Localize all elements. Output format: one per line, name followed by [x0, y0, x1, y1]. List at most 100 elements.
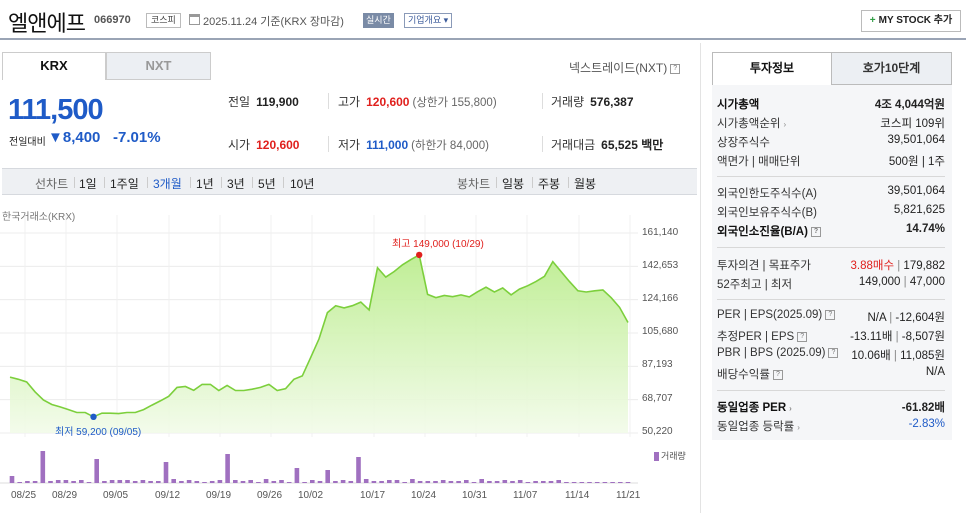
row-label: 동일업종 PER ›: [717, 399, 792, 415]
help-icon[interactable]: ?: [772, 369, 783, 380]
stat-high: 고가 120,600 (상한가 155,800): [338, 93, 497, 110]
stat-value: 120,600: [256, 138, 300, 152]
volume-bar: [25, 481, 30, 483]
period-5y[interactable]: 5년: [258, 177, 276, 191]
volume-bar: [579, 482, 585, 483]
x-tick: 11/14: [565, 490, 590, 501]
date-text: 2025.11.24 기준(KRX 장마감): [203, 16, 344, 28]
period-10y[interactable]: 10년: [290, 177, 315, 191]
row-est-per: 추정PER | EPS? -13.11배 | -8,507원: [717, 328, 945, 346]
tab-krx[interactable]: KRX: [2, 52, 106, 80]
candle-weekly[interactable]: 주봉: [538, 177, 561, 191]
volume-bar: [348, 481, 354, 483]
volume-bar: [102, 481, 107, 483]
divider: [717, 247, 945, 248]
volume-bar: [202, 482, 207, 483]
company-info-button[interactable]: 기업개요 ▾: [404, 13, 453, 28]
line-chart-toggle[interactable]: 선차트: [35, 177, 69, 191]
stat-value: 576,387: [590, 95, 634, 109]
tab-invest-info[interactable]: 투자정보: [712, 52, 832, 85]
volume-bar: [294, 468, 300, 483]
row-sector-per[interactable]: 동일업종 PER › -61.82배: [717, 399, 945, 417]
sector-change-label: 동일업종 등락률: [717, 421, 795, 433]
stat-value: 119,900: [256, 95, 299, 109]
divider: [542, 93, 543, 109]
market-badge: 코스피: [146, 13, 181, 28]
volume-bar: [86, 482, 92, 483]
volume-bar: [171, 479, 176, 483]
period-1w[interactable]: 1주일: [110, 177, 139, 191]
volume-bar: [9, 476, 15, 483]
row-foreign-limit: 외국인한도주식수(A) 39,501,064: [717, 185, 945, 203]
period-3y[interactable]: 3년: [227, 177, 245, 191]
period-1d[interactable]: 1일: [79, 177, 97, 191]
help-icon[interactable]: ?: [797, 331, 808, 342]
row-value: N/A: [925, 366, 945, 378]
y-tick: 142,653: [642, 260, 679, 271]
volume-bar: [194, 481, 200, 483]
candle-monthly[interactable]: 월봉: [574, 177, 597, 191]
chevron-right-icon: ›: [789, 404, 792, 413]
volume-bar: [487, 481, 492, 483]
stat-value: 111,000: [366, 138, 409, 152]
price-chart[interactable]: [0, 215, 640, 442]
row-label: 외국인한도주식수(A): [717, 188, 817, 200]
volume-bar: [340, 480, 346, 483]
price-area: [10, 254, 628, 433]
invest-info-panel: [712, 85, 952, 440]
row-per: PER | EPS(2025.09)? N/A | -12,604원: [717, 309, 945, 327]
volume-bar: [571, 482, 577, 483]
separator: |: [886, 312, 896, 324]
live-badge[interactable]: 실시간: [363, 13, 394, 28]
volume-bar: [40, 451, 46, 483]
row-value: 39,501,064: [887, 185, 945, 197]
candle-daily[interactable]: 일봉: [502, 177, 525, 191]
help-icon[interactable]: ?: [670, 63, 681, 74]
my-stock-add-button[interactable]: + MY STOCK 추가: [861, 10, 961, 32]
divider: [542, 136, 543, 152]
volume-bar: [379, 481, 384, 483]
stock-header: 엘앤에프 066970 코스피 2025.11.24 기준(KRX 장마감) 실…: [0, 0, 966, 40]
y-tick: 50,220: [642, 426, 673, 437]
stat-open: 시가 120,600: [228, 136, 299, 153]
stat-label: 고가: [338, 95, 361, 109]
caret-down-icon: ▾: [443, 15, 449, 25]
nxt-price-link[interactable]: 넥스트레이드(NXT)?: [569, 59, 681, 76]
sector-per-label: 동일업종 PER: [717, 402, 787, 414]
x-tick: 08/29: [52, 490, 78, 501]
volume-bar: [587, 482, 592, 483]
divider: [221, 177, 222, 188]
volume-bar: [394, 480, 400, 483]
volume-chart[interactable]: [0, 443, 640, 487]
help-icon[interactable]: ?: [825, 309, 836, 320]
down-triangle-icon: ▼: [48, 129, 63, 146]
tab-nxt[interactable]: NXT: [106, 52, 211, 80]
volume-bar: [55, 480, 61, 483]
row-value: -13.11배 | -8,507원: [850, 328, 945, 344]
row-rank[interactable]: 시가총액순위 › 코스피 109위: [717, 115, 945, 133]
stat-label: 저가: [338, 138, 361, 152]
candle-chart-toggle[interactable]: 봉차트: [457, 177, 491, 191]
help-icon[interactable]: ?: [810, 226, 821, 237]
volume-bar: [217, 480, 223, 483]
period-1y[interactable]: 1년: [196, 177, 214, 191]
volume-bar: [271, 481, 277, 483]
volume-bar: [387, 480, 392, 483]
period-3m[interactable]: 3개월: [153, 177, 182, 191]
row-52w: 52주최고 | 최저 149,000 | 47,000: [717, 276, 945, 294]
volume-bar: [618, 482, 623, 483]
row-market-cap: 시가총액 4조 4,044억원: [717, 96, 945, 114]
opinion-value: 3.88매수: [850, 260, 895, 272]
volume-bar: [517, 480, 523, 483]
stat-low: 저가 111,000 (하한가 84,000): [338, 136, 489, 153]
divider: [328, 93, 329, 109]
help-icon[interactable]: ?: [828, 347, 839, 358]
volume-bar: [233, 480, 238, 483]
est-eps-value: -8,507원: [901, 331, 945, 343]
row-label: 시가총액: [717, 99, 760, 111]
tab-orderbook[interactable]: 호가10단계: [831, 52, 952, 85]
row-value: N/A | -12,604원: [867, 309, 945, 325]
volume-bar: [109, 480, 115, 483]
row-sector-change[interactable]: 동일업종 등락률 › -2.83%: [717, 418, 945, 436]
row-foreign-hold: 외국인보유주식수(B) 5,821,625: [717, 204, 945, 222]
